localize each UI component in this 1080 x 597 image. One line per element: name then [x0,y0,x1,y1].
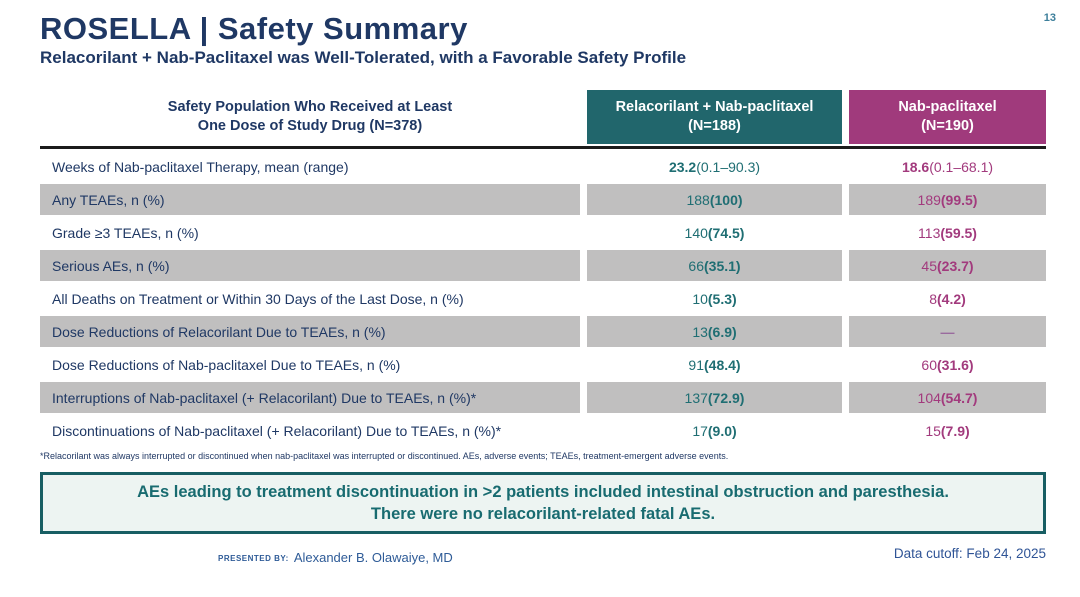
value-n: 17 [692,422,708,439]
row-label-discontinuations: Discontinuations of Nab-paclitaxel (+ Re… [52,422,502,439]
value-pct: (7.9) [940,422,970,439]
value-pct: (72.9) [707,389,745,406]
presenter-name: Alexander B. Olawaiye, MD [293,550,453,566]
value-pct: (54.7) [940,389,978,406]
value-n: 10 [692,290,708,307]
row-label-all-deaths: All Deaths on Treatment or Within 30 Day… [52,290,464,307]
page-number: 13 [1043,12,1056,24]
value-range: (0.1–68.1) [929,158,994,175]
value-not-applicable-dash: — [940,323,955,340]
data-cutoff: Data cutoff: Feb 24, 2025 [893,546,1046,562]
table-header-combo-arm: Relacorilant + Nab-paclitaxel (N=188) [587,90,842,145]
cell-combo-dose-red-nabpac: 91 (48.4) [587,349,842,380]
table-header-population: Safety Population Who Received at Least … [40,90,580,144]
cell-nabpac-any-teaes: 189 (99.5) [849,184,1046,216]
cell-nabpac-discontinuations: 15 (7.9) [849,415,1046,446]
callout-line2: There were no relacorilant-related fatal… [370,505,716,524]
cell-nabpac-dose-red-nabpac: 60 (31.6) [849,349,1046,380]
key-finding-callout: AEs leading to treatment discontinuation… [40,472,1046,535]
cell-combo-dose-red-relacorilant: 13 (6.9) [587,316,842,348]
slide-title: ROSELLA | Safety Summary [40,11,468,46]
header-nabpac-line2: (N=190) [921,118,974,135]
table-header-nabpac-arm: Nab-paclitaxel (N=190) [849,90,1046,145]
value-n: 137 [684,389,708,406]
cell-nabpac-weeks-therapy: 18.6 (0.1–68.1) [849,151,1046,182]
row-label-any-teaes: Any TEAEs, n (%) [40,184,580,216]
callout-line1: AEs leading to treatment discontinuation… [137,482,949,501]
value-pct: (99.5) [940,191,978,208]
row-label-serious-aes: Serious AEs, n (%) [40,250,580,282]
table-footnote: *Relacorilant was always interrupted or … [40,451,729,462]
slide-content: ROSELLA | Safety Summary Relacorilant + … [40,11,1046,568]
header-population-line2: One Dose of Study Drug (N=378) [197,118,423,135]
value-n: 140 [684,224,708,241]
cell-combo-any-teaes: 188 (100) [587,184,842,216]
value-pct: (5.3) [707,290,737,307]
value-pct: (48.4) [704,356,741,373]
value-mean: 18.6 [901,158,930,175]
value-n: 66 [688,257,704,274]
header-combo-line1: Relacorilant + Nab-paclitaxel [615,99,814,116]
header-population-line1: Safety Population Who Received at Least [167,99,453,116]
value-n: 8 [929,290,937,307]
safety-summary-table: Safety Population Who Received at Least … [40,90,1046,446]
row-label-weeks-therapy: Weeks of Nab-paclitaxel Therapy, mean (r… [52,158,349,175]
value-pct: (35.1) [704,257,741,274]
slide-footer: PRESENTED BY: Alexander B. Olawaiye, MD D… [40,546,1046,568]
value-pct: (31.6) [937,356,974,373]
row-label-dose-red-nabpac: Dose Reductions of Nab-paclitaxel Due to… [52,356,401,373]
value-n: 91 [688,356,704,373]
value-range: (0.1–90.3) [696,158,761,175]
cell-nabpac-dose-red-relacorilant: — [849,316,1046,348]
cell-combo-grade3-teaes: 140 (74.5) [587,217,842,248]
value-n: 104 [917,389,941,406]
cell-nabpac-grade3-teaes: 113 (59.5) [849,217,1046,248]
value-pct: (6.9) [707,323,737,340]
value-pct: (59.5) [940,224,977,241]
value-n: 188 [686,191,710,208]
header-nabpac-line1: Nab-paclitaxel [898,99,997,116]
cell-nabpac-all-deaths: 8 (4.2) [849,283,1046,314]
value-n: 189 [917,191,941,208]
cell-combo-all-deaths: 10 (5.3) [587,283,842,314]
cell-combo-weeks-therapy: 23.2 (0.1–90.3) [587,151,842,182]
value-n: 13 [692,323,708,340]
value-pct: (23.7) [937,257,974,274]
value-pct: (74.5) [707,224,745,241]
presented-by-label: PRESENTED BY: [218,554,289,564]
cell-combo-discontinuations: 17 (9.0) [587,415,842,446]
row-label-interruptions: Interruptions of Nab-paclitaxel (+ Relac… [40,382,580,414]
value-n: 60 [921,356,937,373]
cell-nabpac-serious-aes: 45 (23.7) [849,250,1046,282]
value-n: 15 [925,422,941,439]
value-mean: 23.2 [668,158,697,175]
cell-combo-serious-aes: 66 (35.1) [587,250,842,282]
presented-by: PRESENTED BY: Alexander B. Olawaiye, MD [218,550,453,565]
header-combo-line2: (N=188) [688,118,741,135]
cell-nabpac-interruptions: 104 (54.7) [849,382,1046,414]
slide-subtitle: Relacorilant + Nab-Paclitaxel was Well-T… [40,48,687,68]
value-n: 113 [918,224,941,241]
value-n: 45 [921,257,937,274]
value-pct: (4.2) [937,290,966,307]
row-label-grade3-teaes: Grade ≥3 TEAEs, n (%) [52,224,199,241]
cell-combo-interruptions: 137 (72.9) [587,382,842,414]
header-divider-rule [40,146,1046,150]
value-pct: (9.0) [707,422,737,439]
value-pct: (100) [709,191,743,208]
row-label-dose-red-relacorilant: Dose Reductions of Relacorilant Due to T… [40,316,580,348]
